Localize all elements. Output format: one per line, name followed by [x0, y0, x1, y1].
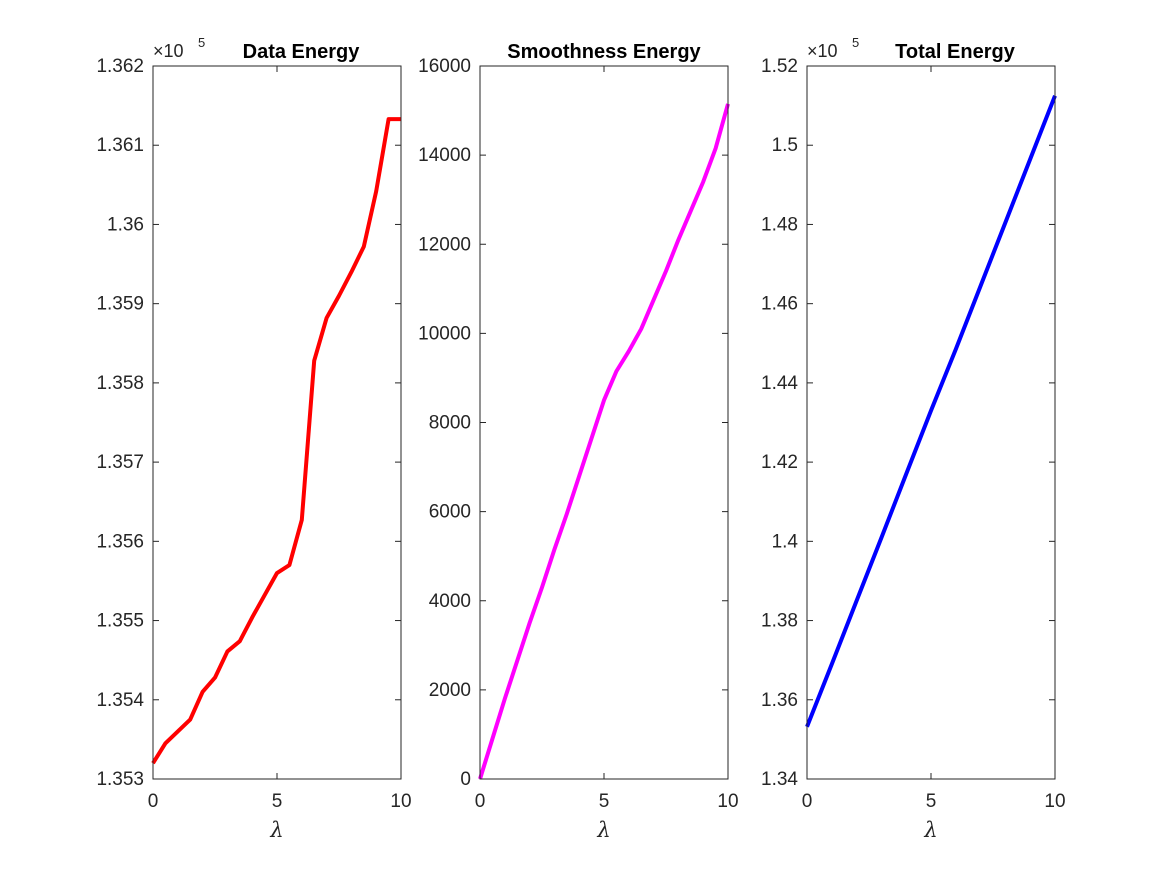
y-tick-label: 1.36	[761, 690, 798, 711]
y-exponent-power: 5	[852, 35, 859, 50]
x-tick-label: 10	[390, 791, 411, 812]
y-tick-label: 1.42	[761, 452, 798, 473]
y-tick-label: 1.34	[761, 769, 798, 790]
y-tick-label: 14000	[418, 145, 471, 166]
x-axis-label: λ	[923, 818, 937, 842]
chart-title: Data Energy	[243, 41, 361, 63]
y-exponent-label: ×10	[807, 41, 838, 61]
y-tick-label: 12000	[418, 234, 471, 255]
y-tick-label: 1.357	[96, 452, 144, 473]
x-tick-label: 0	[148, 791, 159, 812]
y-tick-label: 8000	[429, 413, 471, 434]
y-tick-label: 1.353	[96, 769, 144, 790]
y-tick-label: 0	[460, 769, 471, 790]
x-axis-label: λ	[596, 818, 610, 842]
axes-box-2	[479, 65, 729, 780]
subplot-1: 1.3531.3541.3551.3561.3571.3581.3591.361…	[96, 35, 411, 842]
y-tick-label: 1.36	[107, 214, 144, 235]
y-tick-label: 6000	[429, 502, 471, 523]
x-tick-label: 10	[1044, 791, 1065, 812]
y-tick-label: 1.38	[761, 611, 798, 632]
y-tick-label: 1.48	[761, 214, 798, 235]
y-tick-label: 1.358	[96, 373, 144, 394]
subplot-3: 1.34 1.36 1.38 1.4 1.42 1.44 1.46 1.48 1.5 1.52 0 5…	[761, 35, 1066, 842]
chart-title: Total Energy	[895, 41, 1016, 63]
y-tick-label: 1.361	[96, 135, 144, 156]
chart-title: Smoothness Energy	[507, 41, 701, 63]
y-tick-label: 1.44	[761, 373, 798, 394]
y-tick-label: 1.4	[772, 531, 799, 552]
y-tick-label: 4000	[429, 591, 471, 612]
y-tick-label: 1.354	[96, 690, 144, 711]
y-tick-label: 1.5	[772, 135, 798, 156]
series-line-3	[805, 94, 1057, 728]
y-exponent-label: ×10	[153, 41, 184, 61]
series-line-1	[151, 117, 401, 765]
y-tick-label: 1.355	[96, 611, 144, 632]
y-tick-label: 1.362	[96, 56, 144, 77]
x-tick-label: 0	[475, 791, 486, 812]
subplot-2: 0 2000 4000 6000 8000 10000 12000 14000 16000 0 5 1…	[418, 41, 738, 842]
series-line-2	[478, 103, 730, 780]
y-exponent-power: 5	[198, 35, 205, 50]
axes-box-1	[152, 65, 402, 780]
x-tick-label: 10	[717, 791, 738, 812]
x-tick-label: 5	[926, 791, 937, 812]
y-tick-label: 10000	[418, 323, 471, 344]
x-axis-label: λ	[269, 818, 283, 842]
y-tick-label: 1.356	[96, 531, 144, 552]
y-tick-label: 1.46	[761, 294, 798, 315]
x-tick-label: 5	[599, 791, 610, 812]
y-tick-label: 2000	[429, 680, 471, 701]
y-tick-label: 1.52	[761, 56, 798, 77]
x-tick-label: 0	[802, 791, 813, 812]
axes-box-3	[806, 65, 1056, 780]
x-tick-label: 5	[272, 791, 283, 812]
y-tick-label: 16000	[418, 56, 471, 77]
y-tick-label: 1.359	[96, 294, 144, 315]
